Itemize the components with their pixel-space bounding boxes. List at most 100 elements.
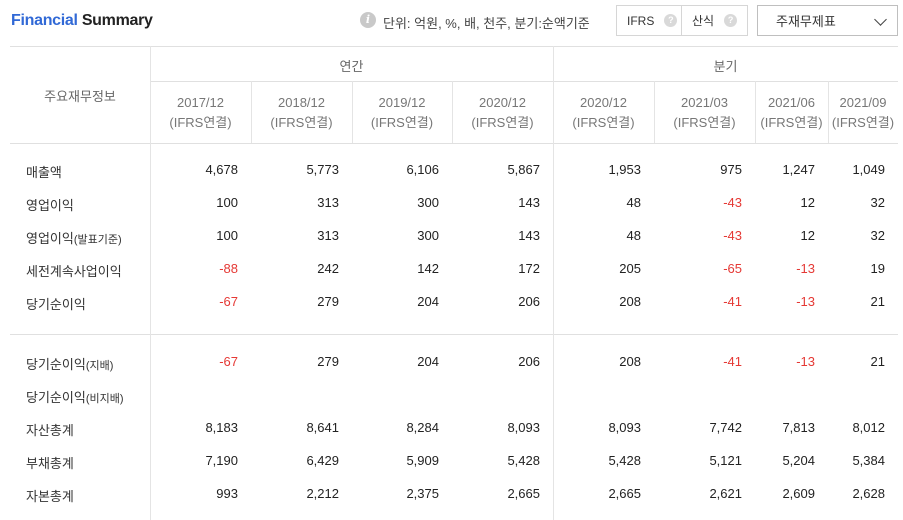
annual-quarter-divider [553, 46, 554, 520]
table-cell: -13 [796, 354, 815, 369]
unit-note: 단위: 억원, %, 배, 천주, 분기:순액기준 [383, 16, 590, 31]
table-cell: 5,204 [782, 453, 815, 468]
row-label-qualifier: (지배) [85, 360, 114, 372]
table-cell: 7,190 [205, 453, 238, 468]
table-cell: 142 [417, 261, 439, 276]
table-cell: 8,641 [306, 420, 339, 435]
table-cell: 5,909 [406, 453, 439, 468]
row-label-text: 자산총계 [26, 423, 74, 438]
table-cell: 19 [870, 261, 885, 276]
period-basis: (IFRS연결) [169, 115, 232, 130]
period-date: 2021/06 [768, 95, 815, 110]
table-cell: 206 [518, 354, 540, 369]
info-icon[interactable]: i [360, 12, 376, 28]
period-header: 2017/12 (IFRS연결) [150, 93, 251, 133]
period-divider [452, 81, 453, 143]
row-label-text: 당기순이익 [26, 357, 86, 372]
table-top-border [10, 46, 898, 47]
corner-label: 주요재무정보 [44, 89, 116, 104]
table-cell: 48 [626, 195, 641, 210]
table-cell: 6,106 [406, 162, 439, 177]
table-cell: 12 [800, 195, 815, 210]
row-label-text: 자본총계 [26, 489, 74, 504]
table-cell: 8,284 [406, 420, 439, 435]
table-cell: 208 [619, 354, 641, 369]
table-cell: -67 [219, 294, 238, 309]
financial-table: 주요재무정보 연간 분기 2017/12 (IFRS연결) 2018/12 (IFRS… [10, 46, 898, 520]
help-icon[interactable]: ? [664, 14, 678, 27]
summary-header: Financial Summary i 단위: 억원, %, 배, 천주, 분기… [0, 0, 903, 46]
table-cell: 32 [870, 195, 885, 210]
ifrs-label: IFRS [627, 13, 655, 28]
row-label-qualifier: (비지배) [85, 393, 124, 405]
quarter-group-header: 분기 [713, 59, 738, 74]
row-label-text: 세전계속사업이익 [26, 264, 122, 279]
table-cell: 205 [619, 261, 641, 276]
period-divider [828, 81, 829, 143]
table-cell: 7,813 [782, 420, 815, 435]
table-cell: 48 [626, 228, 641, 243]
table-cell: 5,121 [709, 453, 742, 468]
period-date: 2017/12 [177, 95, 224, 110]
table-cell: 21 [870, 294, 885, 309]
table-cell: -41 [723, 354, 742, 369]
period-date: 2021/09 [839, 95, 887, 110]
table-cell: 12 [800, 228, 815, 243]
row-label: 당기순이익(비지배) [26, 387, 124, 406]
row-label: 매출액 [26, 162, 62, 181]
table-cell: 313 [317, 195, 339, 210]
table-cell: 8,012 [852, 420, 885, 435]
table-cell: 206 [518, 294, 540, 309]
period-date: 2021/03 [681, 95, 728, 110]
table-cell: 4,678 [205, 162, 238, 177]
table-cell: 975 [720, 162, 742, 177]
period-header: 2019/12 (IFRS연결) [352, 93, 452, 133]
table-cell: 279 [317, 354, 339, 369]
label-column-divider [150, 46, 151, 520]
statement-select-value: 주재무제표 [776, 14, 836, 29]
table-cell: 6,429 [306, 453, 339, 468]
header-bottom-border [10, 143, 898, 144]
period-basis: (IFRS연결) [471, 115, 534, 130]
statement-select[interactable]: 주재무제표 [757, 5, 898, 36]
table-cell: 8,183 [205, 420, 238, 435]
row-label-text: 매출액 [26, 165, 62, 180]
table-cell: 313 [317, 228, 339, 243]
table-cell: 32 [870, 228, 885, 243]
table-cell: 5,428 [507, 453, 540, 468]
table-cell: 2,609 [782, 486, 815, 501]
table-cell: 143 [518, 195, 540, 210]
table-cell: 2,621 [709, 486, 742, 501]
table-cell: 8,093 [507, 420, 540, 435]
table-cell: 7,742 [709, 420, 742, 435]
chevron-down-icon [874, 13, 887, 26]
period-basis: (IFRS연결) [270, 115, 333, 130]
row-label: 자본총계 [26, 486, 74, 505]
period-header: 2020/12 (IFRS연결) [553, 93, 654, 133]
table-cell: 300 [417, 228, 439, 243]
period-basis: (IFRS연결) [370, 115, 434, 130]
table-cell: 100 [216, 228, 238, 243]
period-basis: (IFRS연결) [572, 115, 635, 130]
period-basis: (IFRS연결) [760, 115, 823, 130]
table-cell: 279 [317, 294, 339, 309]
table-cell: 208 [619, 294, 641, 309]
row-label: 부채총계 [26, 453, 74, 472]
table-cell: -43 [723, 228, 742, 243]
period-basis: (IFRS연결) [673, 115, 736, 130]
table-cell: 100 [216, 195, 238, 210]
period-header: 2018/12 (IFRS연결) [251, 93, 352, 133]
period-header: 2021/03 (IFRS연결) [654, 93, 755, 133]
row-label-text: 당기순이익 [26, 390, 86, 405]
ifrs-button[interactable]: IFRS ? [616, 5, 682, 36]
group-header-divider [150, 81, 898, 82]
period-date: 2019/12 [378, 95, 426, 110]
period-date: 2020/12 [479, 95, 526, 110]
row-label: 영업이익(발표기준) [26, 228, 122, 247]
help-icon[interactable]: ? [724, 14, 738, 27]
formula-button[interactable]: 산식 ? [682, 5, 748, 36]
table-cell: 2,665 [608, 486, 641, 501]
table-cell: 8,093 [608, 420, 641, 435]
period-header: 2021/09 (IFRS연결) [828, 93, 898, 133]
table-cell: 5,773 [306, 162, 339, 177]
